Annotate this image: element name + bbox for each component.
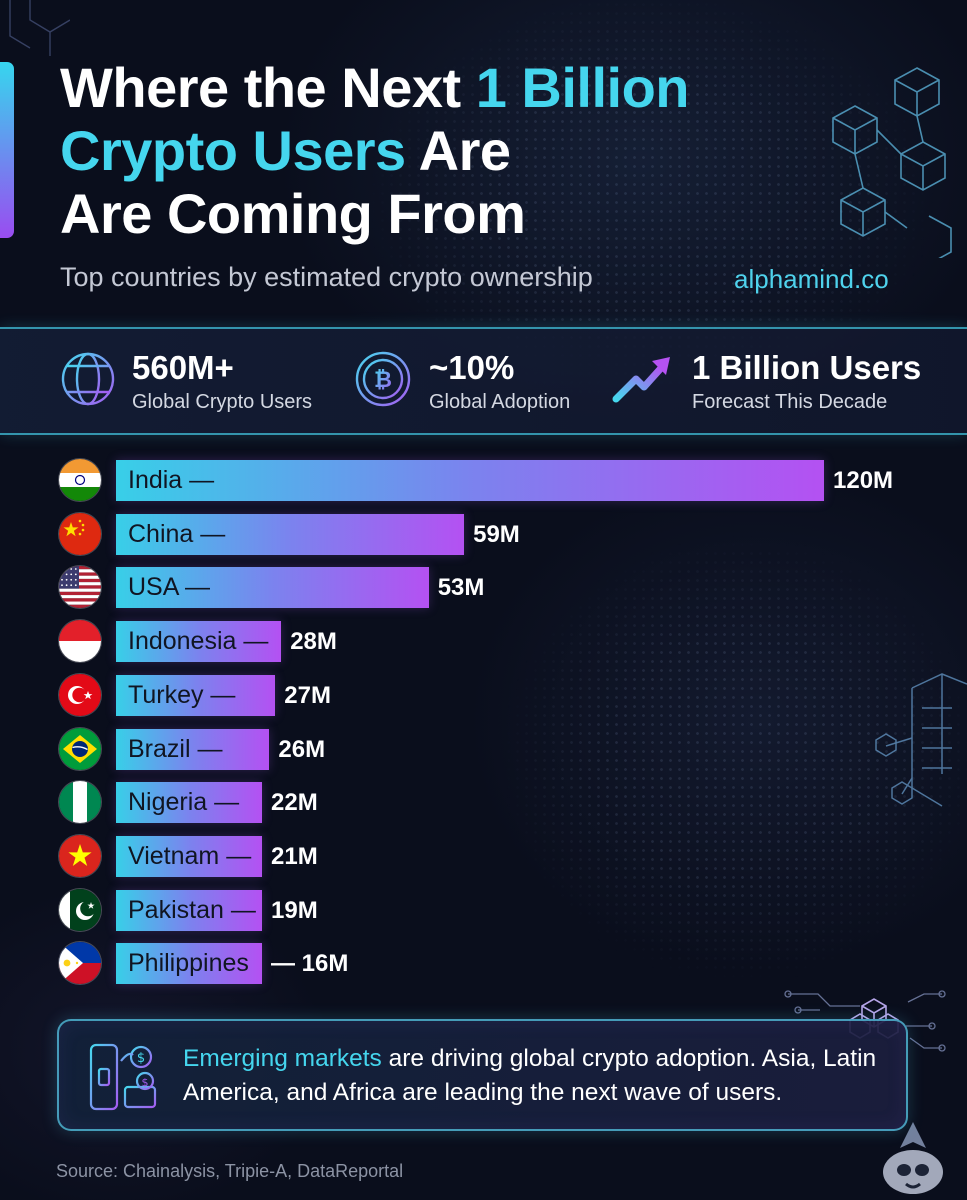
- title-line2-white: Are: [405, 119, 511, 182]
- stat-label-users: Global Crypto Users: [132, 391, 313, 413]
- stat-value-adoption: ~10%: [429, 349, 515, 386]
- svg-text:₿: ₿: [374, 368, 392, 393]
- bar-row-nigeria: Nigeria — 22M: [0, 780, 967, 824]
- bar-row-vietnam: Vietnam — 21M: [0, 834, 967, 878]
- value-label-nigeria: 22M: [271, 789, 318, 817]
- category-label-usa: USA —: [128, 573, 210, 602]
- bar-row-usa: USA — 53M: [0, 565, 967, 609]
- stat-value-forecast: 1 Billion Users: [692, 349, 922, 386]
- bar-row-brazil: Brazil — 26M: [0, 727, 967, 771]
- svg-text:$: $: [142, 1076, 149, 1089]
- category-label-pakistan: Pakistan —: [128, 895, 256, 924]
- bar-vietnam: [116, 835, 262, 877]
- bar-indonesia: [116, 621, 282, 663]
- svg-text:$: $: [137, 1051, 145, 1066]
- network-cubes-top-right-icon: [832, 67, 952, 258]
- bar-turkey: [116, 674, 276, 716]
- bar-row-pakistan: Pakistan — 19M: [0, 888, 967, 932]
- bar-row-turkey: Turkey — 27M: [0, 673, 967, 717]
- source-note: Source: Chainalysis, Tripie-A, DataRepor…: [56, 1161, 404, 1181]
- stats-band: 560M+ Global Crypto Users ₿ ~10% Global …: [0, 327, 967, 435]
- bitcoin-icon: ₿: [355, 351, 411, 407]
- page-title: Where the Next 1 Billion Crypto Users Ar…: [60, 56, 760, 245]
- network-cubes-left-top-icon: [9, 0, 70, 56]
- brazil-flag-icon: [59, 727, 101, 770]
- category-label-brazil: Brazil —: [128, 734, 223, 763]
- india-flag-icon: [59, 459, 101, 501]
- value-label-india: 120M: [833, 467, 894, 494]
- value-label-indonesia: 28M: [290, 628, 337, 656]
- vietnam-flag-icon: [59, 834, 101, 877]
- network-blocks-right-icon: [875, 673, 967, 807]
- bar-nigeria: [116, 782, 262, 824]
- stat-label-forecast: Forecast This Decade: [692, 391, 888, 413]
- bar-brazil: [116, 728, 270, 770]
- stat-value-users: 560M+: [132, 349, 234, 386]
- category-label-india: India —: [128, 466, 215, 494]
- title-line3-white: Are Coming From: [60, 182, 526, 245]
- philippines-flag-icon: [59, 942, 101, 985]
- globe-icon: [61, 352, 115, 406]
- mobile-crypto-payment-icon: $ $: [89, 1043, 157, 1111]
- value-label-brazil: 26M: [278, 735, 326, 763]
- category-label-turkey: Turkey —: [128, 680, 236, 709]
- value-label-vietnam: 21M: [271, 842, 318, 870]
- bar-usa: [116, 567, 429, 609]
- pakistan-flag-icon: [59, 888, 101, 931]
- logo-mark-icon: [883, 1122, 943, 1194]
- nigeria-flag-icon: [59, 781, 101, 824]
- value-label-philippines: — 16M: [271, 950, 349, 978]
- indonesia-flag-icon: [59, 620, 101, 663]
- website-link[interactable]: alphamind.co: [734, 264, 889, 294]
- trend-up-arrow-icon: [612, 357, 670, 403]
- bar-india: [116, 460, 824, 501]
- bar-pakistan: [116, 889, 262, 931]
- value-label-china: 59M: [473, 520, 520, 548]
- info-body: are driving global crypto adoption. Asia…: [183, 1045, 877, 1106]
- category-label-nigeria: Nigeria —: [128, 788, 240, 817]
- bar-row-philippines: Philippines — 16M: [0, 941, 967, 985]
- info-text: Emerging markets are driving global cryp…: [183, 1042, 888, 1110]
- title-line1-white: Where the Next: [60, 56, 476, 119]
- bar-row-china: China — 59M: [0, 512, 967, 556]
- country-bar-chart: India — 120M China — 59M USA — 53M Indonesia —…: [0, 458, 967, 988]
- subtitle: Top countries by estimated crypto owners…: [60, 262, 593, 292]
- bar-row-india: India — 120M: [0, 458, 967, 502]
- category-label-china: China —: [128, 519, 226, 548]
- value-label-pakistan: 19M: [271, 896, 318, 924]
- category-label-indonesia: Indonesia —: [128, 627, 269, 656]
- title-line2-highlight: Crypto Users: [60, 119, 406, 182]
- info-callout: $ $ Emerging markets are driving global …: [57, 1019, 908, 1131]
- value-label-turkey: 27M: [284, 681, 331, 709]
- turkey-flag-icon: [59, 673, 101, 716]
- usa-flag-icon: [59, 566, 101, 609]
- value-label-usa: 53M: [437, 574, 485, 602]
- title-accent-bar: [0, 62, 14, 238]
- bar-philippines: [116, 943, 262, 985]
- category-label-philippines: Philippines: [128, 949, 249, 978]
- stat-label-adoption: Global Adoption: [429, 391, 571, 413]
- title-line1-highlight: 1 Billion: [475, 56, 690, 119]
- bar-row-indonesia: Indonesia — 28M: [0, 619, 967, 663]
- china-flag-icon: [59, 512, 101, 555]
- bar-china: [116, 513, 465, 555]
- info-highlight: Emerging markets: [183, 1045, 382, 1072]
- category-label-vietnam: Vietnam —: [128, 841, 252, 870]
